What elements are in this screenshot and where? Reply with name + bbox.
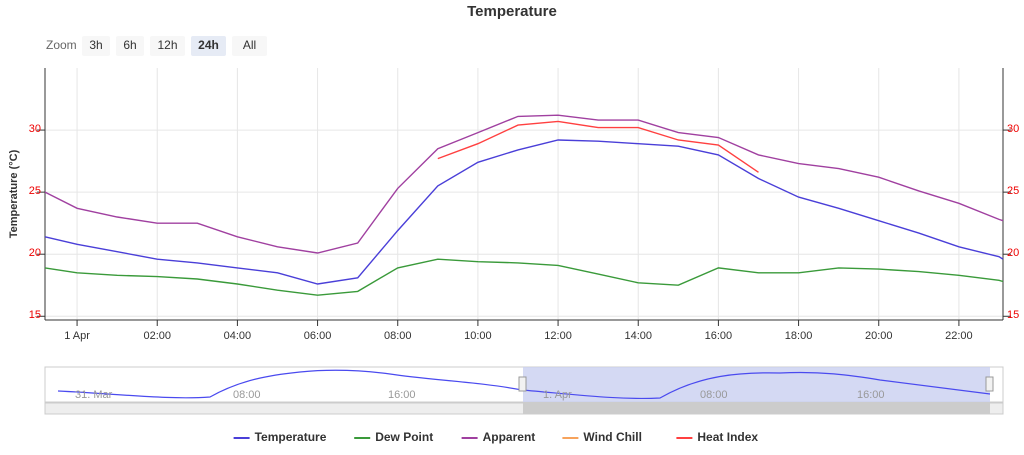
zoom-label: Zoom — [46, 38, 77, 52]
legend-label[interactable]: Heat Index — [697, 430, 758, 444]
x-tick-label: 14:00 — [624, 330, 652, 342]
y-tick-label: 30 — [29, 123, 41, 135]
legend: Temperature Dew Point Apparent Wind Chill He… — [233, 430, 758, 444]
series-line — [437, 120, 759, 173]
chart-title: Temperature — [467, 3, 557, 20]
legend-label[interactable]: Apparent — [483, 430, 536, 444]
plot-area — [45, 68, 1003, 320]
y2-tick-label: 25 — [1007, 185, 1019, 197]
zoom-button-label[interactable]: All — [243, 38, 256, 52]
legend-label[interactable]: Dew Point — [375, 430, 433, 444]
zoom-button-label[interactable]: 6h — [123, 38, 136, 52]
zoom-button[interactable] — [82, 36, 110, 56]
x-tick-label: 22:00 — [945, 330, 973, 342]
series-line — [44, 258, 1004, 296]
series-line — [44, 114, 1004, 254]
y-tick-label: 20 — [29, 247, 41, 259]
navigator-label: 08:00 — [700, 389, 728, 401]
zoom-button[interactable] — [191, 36, 226, 56]
zoom-button[interactable] — [150, 36, 185, 56]
zoom-button[interactable] — [232, 36, 267, 56]
navigator-label: 08:00 — [233, 389, 261, 401]
legend-label[interactable]: Wind Chill — [583, 430, 642, 444]
x-tick-label: 06:00 — [304, 330, 332, 342]
zoom-button-label[interactable]: 3h — [89, 38, 102, 52]
range-buttons: 3h 6h 12h 24h All — [82, 36, 267, 56]
scrollbar-thumb[interactable] — [523, 403, 990, 414]
navigator-handle[interactable] — [518, 376, 527, 392]
zoom-button-label[interactable]: 24h — [198, 38, 219, 52]
zoom-button-label[interactable]: 12h — [157, 38, 177, 52]
y2-tick-label: 15 — [1007, 309, 1019, 321]
navigator: 31. Mar 08:00 16:00 1. Apr 08:00 16:00 — [44, 366, 1004, 415]
y2-tick-label: 30 — [1007, 123, 1019, 135]
y-tick-label: 25 — [29, 185, 41, 197]
y-tick-label: 15 — [29, 309, 41, 321]
x-tick-label: 1 Apr — [64, 330, 90, 342]
navigator-label: 16:00 — [857, 389, 885, 401]
navigator-label: 31. Mar — [75, 389, 113, 401]
x-tick-label: 10:00 — [464, 330, 492, 342]
legend-label[interactable]: Temperature — [255, 430, 327, 444]
x-tick-label: 08:00 — [384, 330, 412, 342]
navigator-label: 16:00 — [388, 389, 416, 401]
grid: 15 15 20 20 25 25 30 30 1 Apr 02:00 04:00 06:00 08:0… — [29, 68, 1019, 342]
navigator-label: 1. Apr — [543, 389, 572, 401]
x-tick-label: 18:00 — [785, 330, 813, 342]
navigator-handle[interactable] — [985, 376, 994, 392]
y2-tick-label: 20 — [1007, 247, 1019, 259]
x-tick-label: 12:00 — [544, 330, 572, 342]
y-axis-title: Temperature (°C) — [8, 149, 20, 238]
x-tick-label: 20:00 — [865, 330, 893, 342]
x-tick-label: 16:00 — [705, 330, 733, 342]
zoom-button[interactable] — [116, 36, 144, 56]
x-tick-label: 02:00 — [143, 330, 171, 342]
series-group — [44, 114, 1004, 296]
x-tick-label: 04:00 — [224, 330, 252, 342]
series-line — [44, 139, 1004, 285]
